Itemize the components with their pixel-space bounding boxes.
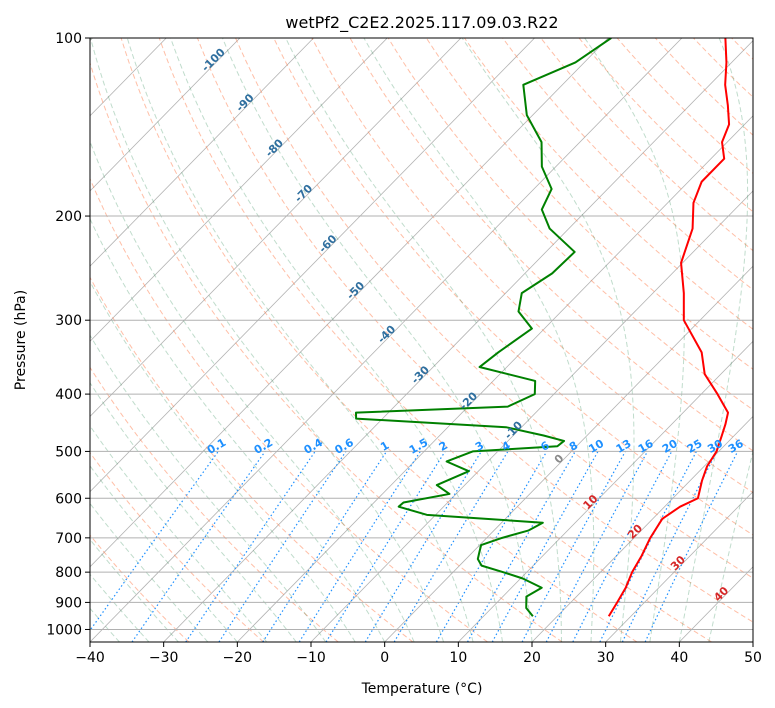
x-tick-label: −10 (296, 650, 326, 666)
moist-adiabat-line (90, 465, 238, 642)
dry-adiabat-line (196, 38, 753, 623)
isotherm-line (90, 38, 683, 642)
dry-adiabat-line (770, 38, 775, 642)
x-tick-label: 50 (744, 650, 762, 666)
x-tick-label: 20 (523, 650, 541, 666)
x-tick-label: −30 (149, 650, 179, 666)
plot-background (90, 38, 753, 642)
dry-adiabat-line (464, 38, 753, 330)
dry-adiabat-line (273, 38, 753, 536)
mixing-ratio-line (218, 451, 347, 642)
y-tick-label: 100 (55, 31, 82, 47)
mixing-ratio-line (521, 451, 626, 642)
mixing-ratio-line (90, 451, 219, 632)
isotherm-line (605, 491, 753, 642)
moist-adiabat-line (678, 38, 749, 642)
dry-adiabat-line (158, 38, 712, 642)
moist-adiabat-line (90, 217, 386, 642)
x-tick-label: −20 (223, 650, 253, 666)
mixing-ratio-line (621, 451, 718, 642)
isotherm-line (163, 40, 753, 642)
moist-adiabat-line (90, 381, 297, 642)
x-axis: −40 −30 −20 −10 0 10 20 30 40 50 (75, 642, 762, 666)
dry-adiabat-line (502, 38, 753, 291)
moist-adiabat-line (90, 573, 150, 642)
mixing-ratio-line (364, 451, 482, 642)
y-tick-label: 800 (55, 565, 82, 581)
moist-adiabat-line (90, 425, 268, 642)
y-tick-label: 1000 (46, 622, 82, 638)
chart-title: wetPf2_C2E2.2025.117.09.03.R22 (285, 13, 558, 33)
isotherm-line (90, 38, 388, 342)
y-tick-label: 400 (55, 387, 82, 403)
y-axis: 100 200 300 400 500 600 700 800 900 1000 (46, 31, 90, 638)
isotherm-line (90, 38, 609, 568)
moist-adiabat-line (461, 38, 635, 642)
isotherm-line (531, 415, 753, 642)
isotherm-line (90, 38, 314, 267)
background-lines (90, 38, 775, 642)
dewpoint-line (354, 38, 612, 617)
mixing-ratio-line (599, 451, 697, 642)
mixing-ratio-line (298, 451, 421, 642)
isotherm-line (90, 38, 462, 418)
y-axis-title: Pressure (hPa) (13, 290, 29, 390)
moist-adiabat-line (285, 38, 562, 642)
isotherm-line (237, 115, 753, 642)
y-tick-label: 900 (55, 595, 82, 611)
dry-adiabat-line (90, 366, 339, 642)
y-tick-label: 700 (55, 531, 82, 547)
isotherm-line (90, 38, 241, 192)
x-tick-label: 0 (380, 650, 389, 666)
mixing-ratio-line (185, 451, 316, 642)
moist-adiabat-line (222, 38, 533, 642)
mixing-ratio-line (262, 451, 388, 642)
x-tick-label: 10 (449, 650, 467, 666)
temperature-line (607, 38, 731, 617)
moist-adiabat-line (90, 334, 327, 642)
moist-adiabat-line (126, 38, 474, 642)
x-axis-title: Temperature (°C) (361, 681, 483, 697)
mixing-ratio-line (325, 451, 446, 642)
moist-adiabat-line (90, 38, 445, 642)
y-tick-label: 500 (55, 444, 82, 460)
moist-adiabat-line (90, 140, 415, 642)
isotherm-line (90, 38, 535, 493)
dry-adiabat-line (90, 534, 190, 642)
moist-adiabat-line (170, 38, 504, 642)
dry-adiabat-line (235, 38, 753, 579)
dry-adiabat-line (387, 38, 753, 411)
dry-adiabat-line (311, 38, 753, 494)
isotherm-line (310, 190, 753, 642)
moist-adiabat-line (708, 449, 753, 642)
isotherm-line (752, 641, 753, 642)
mixing-ratio-line (466, 451, 576, 642)
x-tick-label: −40 (75, 650, 105, 666)
mixing-ratio-line (131, 451, 266, 642)
profiles (354, 38, 731, 617)
x-tick-label: 40 (670, 650, 688, 666)
dry-adiabat-line (120, 38, 638, 642)
plot-frame (89, 37, 754, 643)
mixing-ratio-line (491, 451, 599, 642)
y-tick-label: 300 (55, 313, 82, 329)
pressure-grid (90, 38, 753, 630)
dry-adiabat-line (90, 276, 414, 642)
isotherm-line (384, 265, 753, 642)
dry-adiabat-line (90, 61, 563, 642)
moist-adiabat-line (90, 538, 179, 642)
y-tick-label: 600 (55, 491, 82, 507)
moist-adiabat-line (90, 502, 209, 642)
moist-adiabat-line (363, 38, 595, 642)
y-tick-label: 200 (55, 209, 82, 225)
x-tick-label: 30 (597, 650, 615, 666)
isotherm-line (458, 340, 753, 642)
